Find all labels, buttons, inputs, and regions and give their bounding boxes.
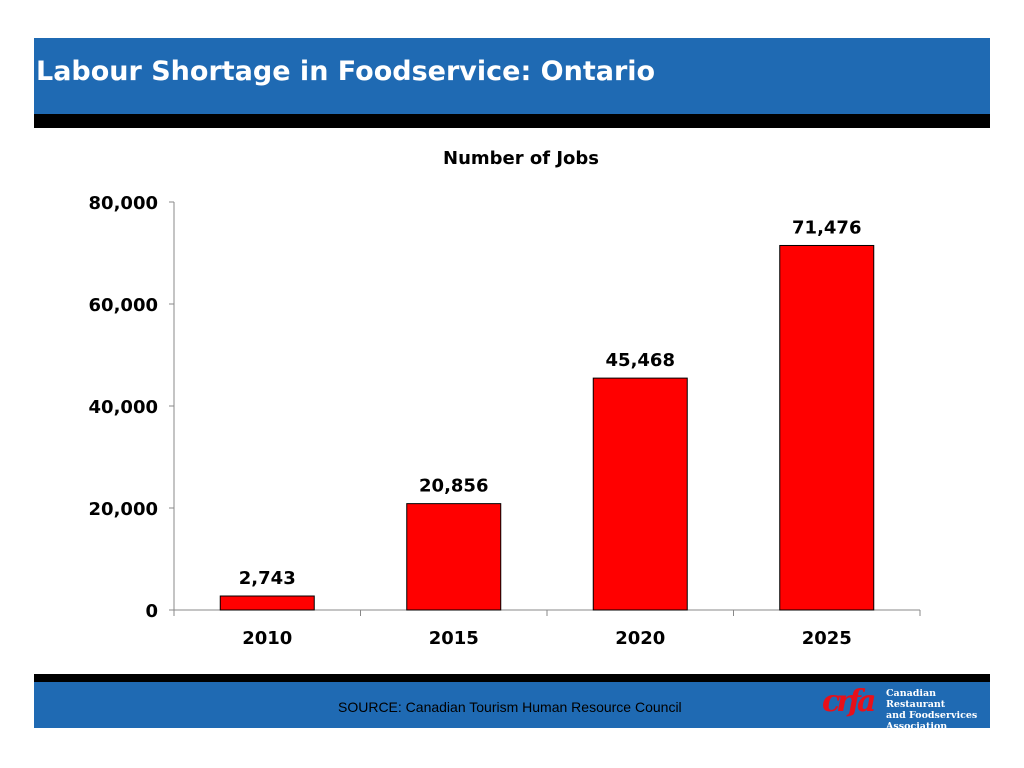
logo-text: Canadian Restaurant and Foodservices Ass… [886,688,985,732]
data-label: 45,468 [606,350,675,371]
slide-title: Labour Shortage in Foodservice: Ontario [36,56,656,87]
x-tick-label: 2025 [802,628,852,649]
y-tick-label: 0 [145,601,158,622]
logo-line: and Foodservices [886,710,978,721]
y-tick-label: 40,000 [89,397,158,418]
bar [219,595,315,611]
bar [406,503,502,611]
crfa-logo: crfa Canadian Restaurant and Foodservice… [820,684,985,732]
bar [779,244,875,611]
header-banner [34,38,990,114]
x-tick-label: 2020 [615,628,665,649]
logo-line: Association [886,721,948,732]
x-tick-label: 2015 [429,628,479,649]
data-label: 20,856 [419,476,488,497]
data-label: 71,476 [792,217,861,238]
data-label: 2,743 [239,568,296,589]
y-tick-label: 20,000 [89,499,158,520]
footer-divider [34,674,990,682]
bar [592,377,688,611]
y-tick-label: 60,000 [89,295,158,316]
source-note: SOURCE: Canadian Tourism Human Resource … [338,699,682,715]
logo-mark: crfa [822,684,876,719]
chart-title: Number of Jobs [443,148,599,169]
x-tick-label: 2010 [242,628,292,649]
footer-banner [34,682,990,728]
y-tick-label: 80,000 [89,193,158,214]
header-divider [34,114,990,128]
logo-line: Canadian Restaurant [886,688,946,710]
